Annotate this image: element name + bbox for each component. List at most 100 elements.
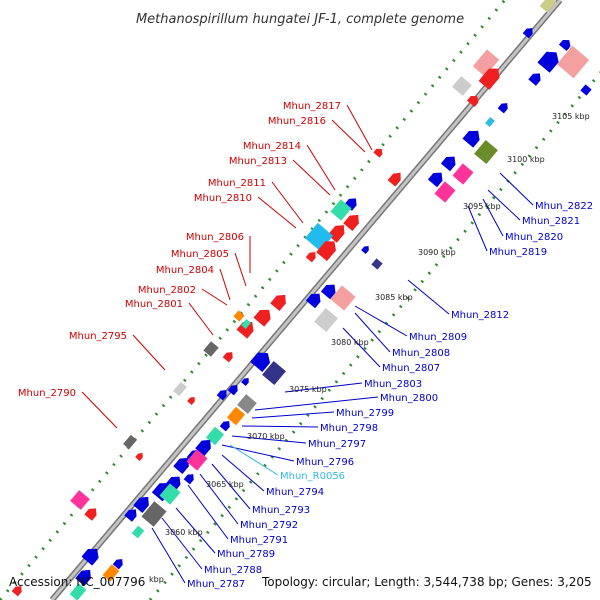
- gene-label: Mhun_2817: [283, 101, 341, 112]
- gene-label: Mhun_2810: [194, 193, 252, 204]
- gene-box: [580, 84, 592, 96]
- gene-feature: [216, 390, 227, 401]
- kbp-tick-label: 3100 kbp: [507, 155, 545, 164]
- gene-feature: [75, 569, 91, 586]
- gene-label: Mhun_2816: [268, 116, 326, 127]
- gene-feature: [112, 559, 123, 570]
- gene-feature: [131, 525, 145, 539]
- gene-box: [556, 45, 590, 79]
- gene-label: Mhun_2799: [336, 408, 394, 419]
- label-leaders: [81, 104, 534, 584]
- gene-feature: [186, 449, 208, 471]
- gene-box: [173, 381, 187, 397]
- map-title: Methanospirillum hungatei JF-1, complete…: [136, 12, 464, 27]
- gene-label: Mhun_2787: [187, 579, 245, 590]
- label-leader-line: [407, 279, 450, 315]
- gene-arrow: [195, 439, 211, 456]
- gene-feature: [124, 509, 137, 522]
- gene-arrow: [133, 496, 149, 513]
- gene-label: Mhun_2793: [252, 505, 310, 516]
- gene-box: [70, 490, 90, 510]
- gene-box: [102, 564, 120, 582]
- gene-feature: [70, 490, 90, 510]
- label-leader-line: [271, 181, 304, 224]
- label-leader-line: [132, 334, 166, 371]
- gene-label: Mhun_2788: [204, 565, 262, 576]
- kbp-tick-label: 3090 kbp: [418, 248, 456, 257]
- gene-feature: [253, 309, 271, 327]
- gene-feature: [173, 381, 187, 397]
- gene-label: Mhun_2792: [240, 520, 298, 531]
- gene-label: Mhun_R0056: [280, 471, 345, 482]
- gene-box: [472, 49, 500, 77]
- gene-label: Mhun_2798: [320, 423, 378, 434]
- label-leader-line: [331, 119, 366, 153]
- gene-feature: [69, 583, 87, 600]
- gene-box: [186, 449, 208, 471]
- gene-arrow: [183, 474, 194, 485]
- gene-feature: [203, 341, 219, 357]
- gene-feature: [219, 421, 230, 432]
- gene-feature: [344, 198, 357, 211]
- gene-arrow: [427, 172, 443, 188]
- label-leader-line: [346, 104, 373, 151]
- gene-arrow: [316, 241, 336, 262]
- gene-label: Mhun_2790: [18, 388, 76, 399]
- gene-label: Mhun_2803: [364, 379, 422, 390]
- label-leader-line: [482, 198, 504, 237]
- gene-arrow: [344, 198, 357, 211]
- gene-arrow: [75, 569, 91, 586]
- gene-feature: [226, 406, 246, 426]
- gene-label: Mhun_2808: [392, 348, 450, 359]
- gene-label: Mhun_2813: [229, 156, 287, 167]
- kbp-tick-label: 3065 kbp: [206, 480, 244, 489]
- gene-feature: [343, 214, 359, 231]
- gene-feature: [472, 49, 500, 77]
- gene-label: Mhun_2809: [409, 332, 467, 343]
- gene-arrow: [165, 476, 181, 492]
- kbp-tick-label: 3080 kbp: [331, 338, 369, 347]
- gene-arrow: [250, 352, 271, 373]
- gene-box: [485, 117, 495, 127]
- gene-feature: [173, 457, 189, 474]
- gene-feature: [141, 501, 167, 527]
- gene-feature: [84, 508, 97, 521]
- label-leader-line: [487, 189, 521, 221]
- label-leader-line: [221, 454, 265, 492]
- gene-box: [141, 501, 167, 527]
- gene-feature: [135, 452, 143, 461]
- gene-feature: [102, 564, 120, 582]
- gene-feature: [452, 163, 474, 185]
- label-leader-line: [306, 144, 336, 191]
- gene-box: [159, 483, 181, 505]
- gene-label: Mhun_2800: [380, 393, 438, 404]
- gene-feature: [183, 474, 194, 485]
- gene-feature: [165, 476, 181, 492]
- gene-arrow: [478, 68, 500, 90]
- gene-box: [203, 341, 219, 357]
- gene-box: [233, 310, 245, 322]
- gene-arrow: [343, 214, 359, 231]
- label-leader-line: [241, 425, 319, 428]
- gene-arrow: [373, 148, 383, 158]
- label-leader-line: [201, 288, 228, 306]
- label-leader-line: [342, 327, 381, 368]
- gene-feature: [262, 360, 286, 386]
- gene-label: Mhun_2822: [535, 201, 593, 212]
- gene-feature: [314, 307, 338, 333]
- gene-box: [452, 163, 474, 185]
- gene-features: [11, 0, 592, 600]
- gene-arrow: [84, 508, 97, 521]
- gene-feature: [330, 199, 352, 221]
- gene-arrow: [187, 396, 195, 405]
- label-leader-line: [234, 252, 247, 287]
- gene-arrow: [440, 156, 456, 172]
- gene-arrow: [219, 421, 230, 432]
- gene-feature: [361, 245, 369, 254]
- gene-feature: [305, 252, 316, 263]
- gene-feature: [236, 321, 254, 339]
- gene-arrow: [558, 40, 571, 52]
- accession-text: Accession: NC_007796: [9, 575, 145, 589]
- label-leader-line: [229, 444, 279, 476]
